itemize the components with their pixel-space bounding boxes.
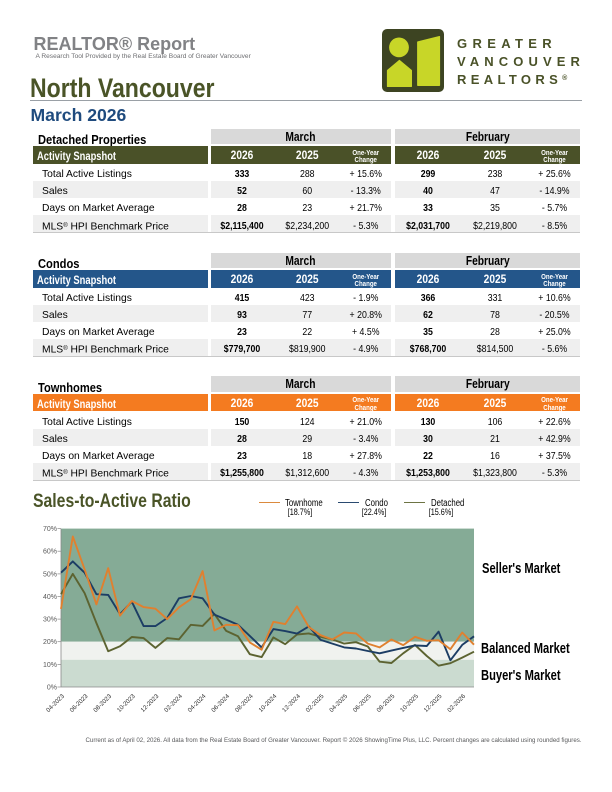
svg-text:30%: 30% — [43, 617, 57, 624]
svg-text:02-2026: 02-2026 — [446, 693, 467, 714]
svg-text:08-2023: 08-2023 — [92, 693, 113, 714]
svg-text:10-2023: 10-2023 — [116, 693, 137, 714]
svg-text:10%: 10% — [43, 662, 57, 669]
svg-text:08-2024: 08-2024 — [234, 693, 255, 714]
svg-text:20%: 20% — [43, 639, 57, 646]
svg-text:70%: 70% — [43, 526, 57, 533]
svg-text:12-2024: 12-2024 — [281, 693, 302, 714]
svg-text:50%: 50% — [43, 571, 57, 578]
svg-text:02-2024: 02-2024 — [163, 693, 184, 714]
svg-text:04-2025: 04-2025 — [328, 693, 349, 714]
svg-text:02-2025: 02-2025 — [305, 693, 326, 714]
svg-text:10-2025: 10-2025 — [399, 693, 420, 714]
svg-text:60%: 60% — [43, 549, 57, 556]
svg-text:0%: 0% — [47, 684, 57, 691]
svg-text:12-2025: 12-2025 — [423, 693, 444, 714]
svg-text:04-2024: 04-2024 — [187, 693, 208, 714]
svg-text:08-2025: 08-2025 — [375, 693, 396, 714]
svg-text:10-2024: 10-2024 — [257, 693, 278, 714]
svg-text:06-2025: 06-2025 — [352, 693, 373, 714]
svg-text:12-2023: 12-2023 — [139, 693, 160, 714]
svg-text:40%: 40% — [43, 594, 57, 601]
svg-text:04-2023: 04-2023 — [45, 693, 66, 714]
svg-text:06-2024: 06-2024 — [210, 693, 231, 714]
svg-text:06-2023: 06-2023 — [69, 693, 90, 714]
